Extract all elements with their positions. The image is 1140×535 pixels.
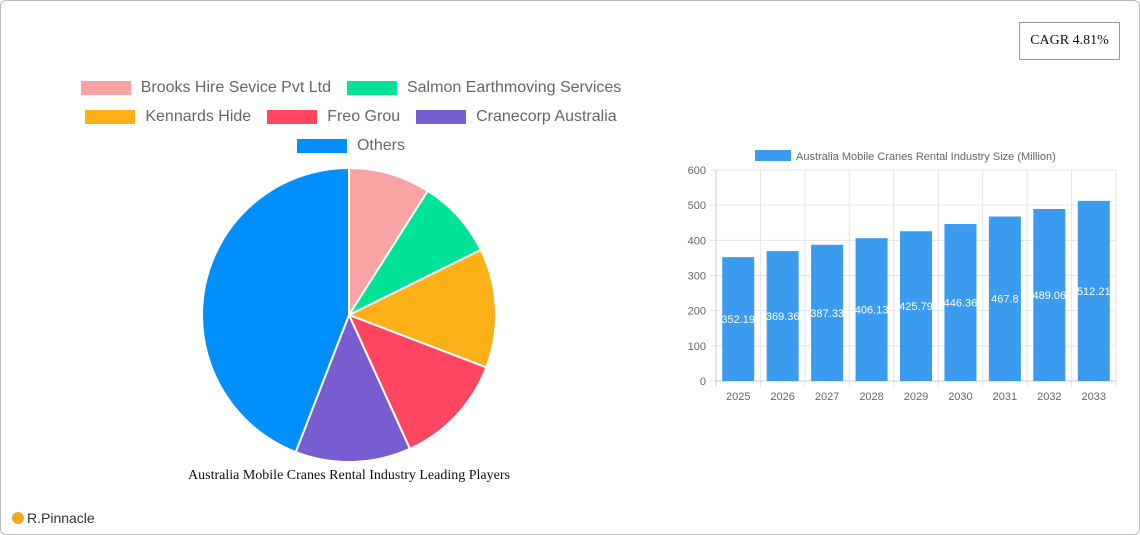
pie-title: Australia Mobile Cranes Rental Industry … xyxy=(188,468,510,483)
legend-swatch xyxy=(296,138,347,153)
legend-swatch xyxy=(346,80,397,95)
pie-slice[interactable] xyxy=(201,166,350,454)
legend-swatch xyxy=(85,109,136,124)
pie-slice[interactable] xyxy=(294,312,412,463)
legend-label: Brooks Hire Sevice Pvt Ltd xyxy=(140,78,331,96)
legend-swatch xyxy=(416,109,467,124)
cagr-badge: CAGR 4.81% xyxy=(1019,22,1120,60)
pie-slice[interactable] xyxy=(348,166,430,319)
legend-item[interactable]: Kennards Hide xyxy=(85,108,251,126)
pie-slice[interactable] xyxy=(346,248,497,369)
legend-swatch xyxy=(80,80,131,95)
legend-item[interactable]: Others xyxy=(296,136,405,155)
legend-label: Cranecorp Australia xyxy=(476,107,617,125)
legend-label: Kennards Hide xyxy=(145,107,252,125)
pie-legend: Brooks Hire Sevice Pvt Ltd Salmon Earthmo… xyxy=(41,73,661,160)
pie-slice[interactable] xyxy=(347,313,488,451)
legend-label: Freo Grou xyxy=(327,107,401,125)
logo-icon xyxy=(12,512,24,524)
legend-item[interactable]: Salmon Earthmoving Services xyxy=(346,78,622,97)
legend-label: Others xyxy=(356,136,405,154)
legend-item[interactable]: Freo Grou xyxy=(267,108,400,126)
legend-swatch xyxy=(267,109,318,124)
legend-item[interactable]: Cranecorp Australia xyxy=(416,108,617,126)
legend-item[interactable]: Brooks Hire Sevice Pvt Ltd xyxy=(80,78,331,97)
legend-label: Salmon Earthmoving Services xyxy=(406,78,622,96)
brand-logo: R.Pinnacle xyxy=(12,510,95,526)
brand-name: R.Pinnacle xyxy=(27,510,95,526)
